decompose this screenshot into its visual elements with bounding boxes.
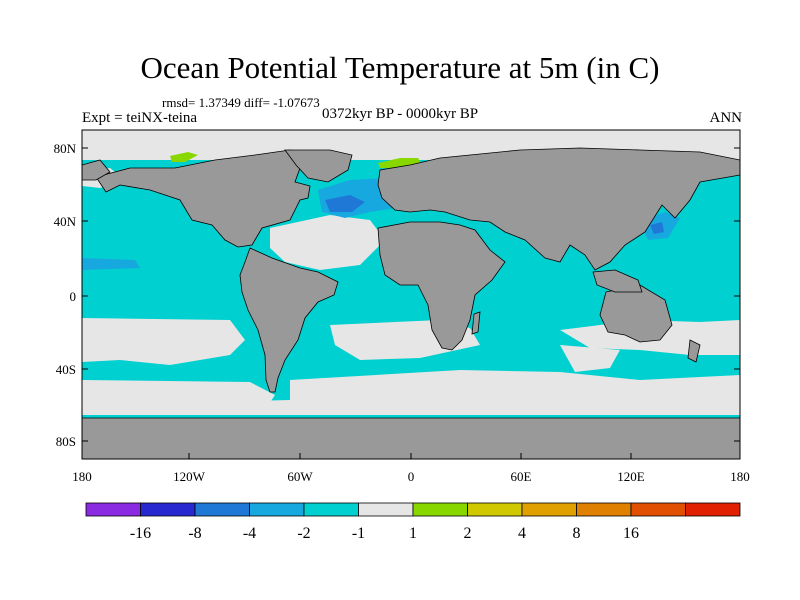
colorbar-swatch xyxy=(194,502,250,517)
lon-tick-label: 120W xyxy=(173,469,206,484)
colorbar-label: 8 xyxy=(573,525,581,542)
colorbar-label: -1 xyxy=(352,525,365,542)
colorbar-label: 2 xyxy=(464,525,472,542)
antarctica xyxy=(82,417,740,459)
stats-label: rmsd= 1.37349 diff= -1.07673 xyxy=(162,95,320,110)
colorbar-swatch xyxy=(85,502,141,517)
land-masses xyxy=(82,147,740,459)
colorbar-label: -2 xyxy=(297,525,310,542)
lat-tick-label: 80S xyxy=(56,434,76,449)
colorbar-swatch xyxy=(630,502,686,517)
lon-tick-label: 60W xyxy=(287,469,313,484)
lat-tick-label: 0 xyxy=(70,289,77,304)
lon-tick-label: 60E xyxy=(511,469,532,484)
colorbar-swatch xyxy=(303,502,359,517)
lat-tick-label: 40S xyxy=(56,362,76,377)
colorbar-label: 4 xyxy=(518,525,526,542)
colorbar-label: -8 xyxy=(188,525,201,542)
season-label: ANN xyxy=(709,110,743,126)
experiment-label: Expt = teiNX-teina xyxy=(82,110,198,126)
far-east-siberia xyxy=(82,159,111,181)
colorbar-swatch xyxy=(685,502,741,517)
colorbar-swatch xyxy=(140,502,196,517)
lon-tick-label: 120E xyxy=(617,469,645,484)
colorbar-swatch xyxy=(521,502,577,517)
lon-tick-label: 0 xyxy=(408,469,415,484)
colorbar-swatch xyxy=(467,502,523,517)
period-label: 0372kyr BP - 0000kyr BP xyxy=(321,106,479,122)
latitude-axis: 80N 40N 0 40S 80S xyxy=(54,141,740,449)
maritime-continent xyxy=(592,269,643,293)
colorbar-swatch xyxy=(249,502,305,517)
lat-tick-label: 40N xyxy=(54,214,77,229)
colorbar: -16 -8 -4 -2 -1 1 2 4 8 16 xyxy=(85,502,741,542)
colorbar-swatch xyxy=(358,502,414,517)
longitude-axis: 180 120W 60W 0 60E 120E 180 xyxy=(72,453,750,484)
lat-tick-label: 80N xyxy=(54,141,77,156)
south-america xyxy=(239,247,339,393)
colorbar-swatch xyxy=(412,502,468,517)
plot-title: Ocean Potential Temperature at 5m (in C) xyxy=(140,50,660,85)
north-america xyxy=(95,149,311,248)
lon-tick-label: 180 xyxy=(72,469,92,484)
new-zealand xyxy=(687,339,701,363)
colorbar-swatch xyxy=(576,502,632,517)
africa xyxy=(377,221,506,351)
colorbar-label: 1 xyxy=(409,525,417,542)
colorbar-label: -4 xyxy=(243,525,256,542)
greenland xyxy=(284,149,353,183)
australia xyxy=(599,284,673,343)
lon-tick-label: 180 xyxy=(730,469,750,484)
madagascar xyxy=(471,311,481,335)
colorbar-label: 16 xyxy=(623,525,639,542)
eurasia xyxy=(377,147,740,271)
map-panel xyxy=(82,130,740,459)
colorbar-label: -16 xyxy=(130,525,151,542)
